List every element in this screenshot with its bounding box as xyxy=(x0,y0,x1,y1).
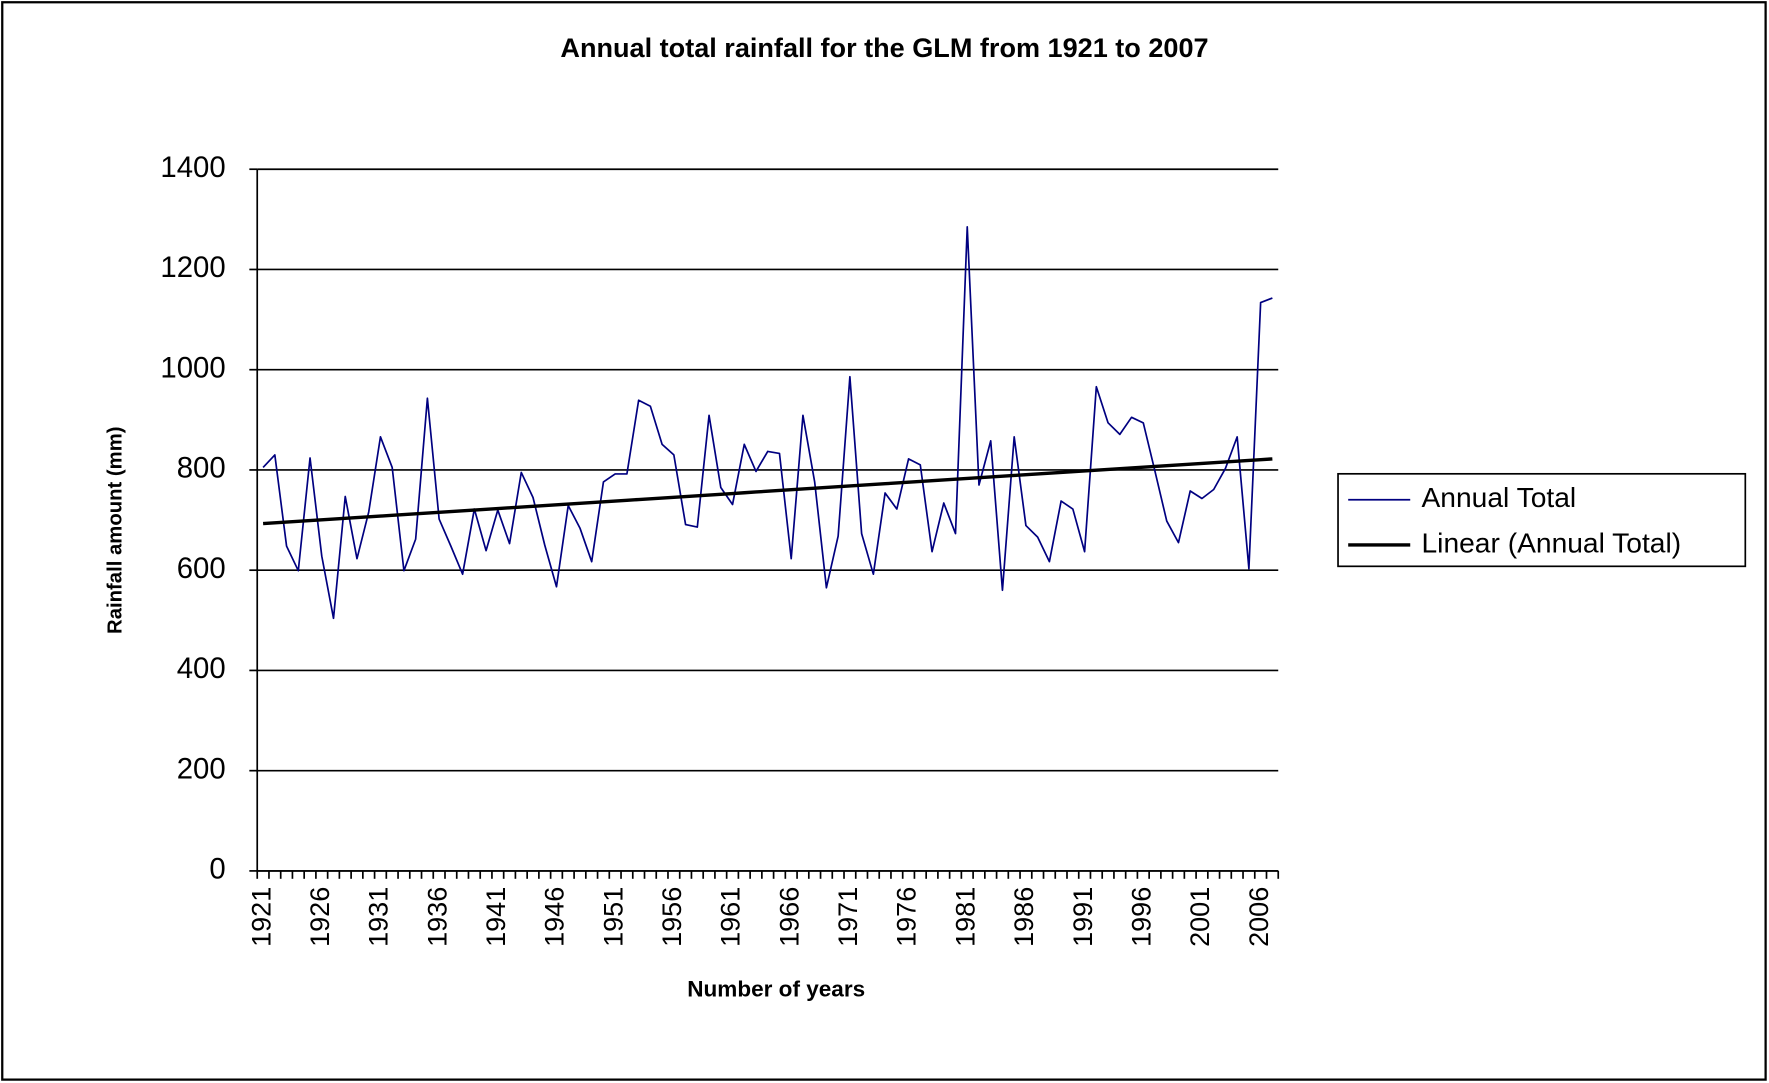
x-tick-label: 1921 xyxy=(245,887,276,947)
y-tick-label: 800 xyxy=(177,452,226,485)
y-tick-label: 600 xyxy=(177,552,226,585)
x-tick-label: 1926 xyxy=(304,887,335,947)
y-tick-label: 400 xyxy=(177,652,226,685)
x-tick-label: 2006 xyxy=(1243,887,1274,947)
x-tick-label: 1961 xyxy=(715,887,746,947)
y-axis-label: Rainfall amount (mm) xyxy=(105,426,127,633)
x-tick-label: 1991 xyxy=(1067,887,1098,947)
y-tick-label: 1000 xyxy=(160,351,225,384)
x-tick-label: 1976 xyxy=(891,887,922,947)
data-line xyxy=(262,226,1273,620)
y-tick-label: 1400 xyxy=(160,151,225,184)
y-tick-label: 1200 xyxy=(160,251,225,284)
chart-title: Annual total rainfall for the GLM from 1… xyxy=(560,32,1208,63)
x-tick-label: 1956 xyxy=(656,887,687,947)
x-tick-label: 1966 xyxy=(773,887,804,947)
y-tick-label: 200 xyxy=(177,752,226,785)
x-tick-label: 1946 xyxy=(539,887,570,947)
x-tick-label: 1986 xyxy=(1008,887,1039,947)
legend-box xyxy=(1337,472,1747,568)
x-tick-label: 1936 xyxy=(421,887,452,947)
x-axis-label: Number of years xyxy=(687,976,865,1001)
legend-label: Linear (Annual Total) xyxy=(1422,526,1682,558)
y-tick-label: 0 xyxy=(209,853,225,886)
legend-label: Annual Total xyxy=(1422,481,1577,513)
x-tick-label: 1931 xyxy=(363,887,394,947)
x-tick-label: 2001 xyxy=(1184,887,1215,947)
x-tick-label: 1996 xyxy=(1125,887,1156,947)
x-tick-label: 1951 xyxy=(597,887,628,947)
data-line xyxy=(262,457,1273,526)
x-tick-label: 1971 xyxy=(832,887,863,947)
x-tick-label: 1941 xyxy=(480,887,511,947)
x-tick-label: 1981 xyxy=(949,887,980,947)
